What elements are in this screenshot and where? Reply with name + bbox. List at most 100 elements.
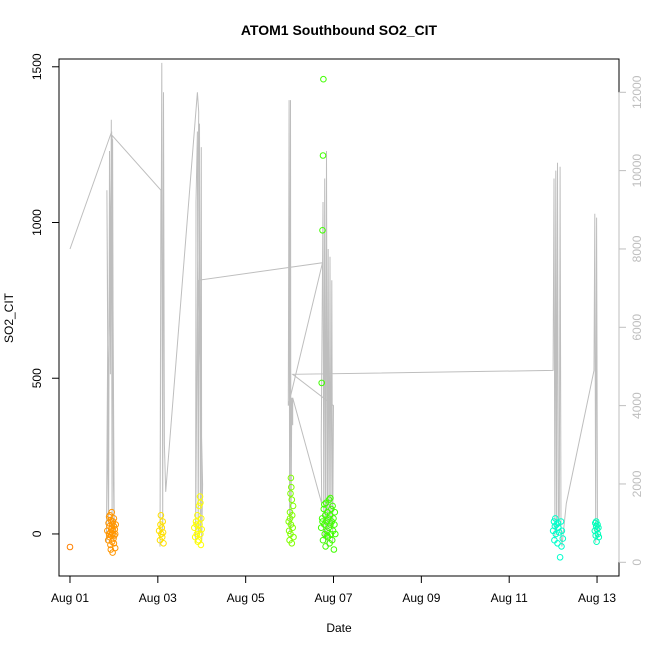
scatter-point <box>330 546 338 553</box>
scatter-point <box>197 530 204 538</box>
scatter-point <box>160 540 167 547</box>
scatter-point <box>594 530 602 538</box>
y2-tick-label: 2000 <box>630 470 644 497</box>
y2-tick-label: 12000 <box>630 75 644 109</box>
scatter-point <box>330 515 337 522</box>
scatter-point <box>287 490 294 497</box>
scatter-point <box>552 530 560 538</box>
scatter-point <box>112 521 119 528</box>
scatter-point <box>197 499 204 507</box>
scatter-point <box>111 544 119 552</box>
y-axis-right: 0 2000 4000 6000 8000 10000 12000 <box>618 75 644 566</box>
scatter-point <box>286 515 294 522</box>
chart-title: ATOM1 Southbound SO2_CIT <box>241 22 438 38</box>
scatter-point <box>331 508 339 516</box>
scatter-point <box>108 538 116 546</box>
y2-tick-label: 4000 <box>630 392 644 419</box>
scatter-point <box>324 532 331 539</box>
scatter-point <box>157 512 165 519</box>
scatter-point <box>194 538 202 546</box>
y2-tick-label: 0 <box>630 559 644 566</box>
x-axis: Aug 01 Aug 03 Aug 05 Aug 07 Aug 09 Aug 11 Aug … <box>51 576 616 605</box>
y-axis-left: 0 500 1000 1500 <box>30 53 59 537</box>
scatter-point <box>287 474 295 482</box>
scatter-point <box>592 518 600 525</box>
y-tick-label: 1000 <box>30 209 44 236</box>
scatter-point <box>321 501 328 508</box>
scatter-point <box>558 527 566 535</box>
scatter-point <box>158 530 165 538</box>
scatter-point <box>111 530 119 538</box>
y-axis-label: SO2_CIT <box>2 292 16 343</box>
scatter-point <box>327 521 334 528</box>
x-tick-label: Aug 03 <box>139 591 177 605</box>
scatter-point <box>594 521 601 528</box>
scatter-point <box>158 524 166 532</box>
scatter-point <box>159 518 166 525</box>
scatter-point <box>197 541 205 549</box>
scatter-point <box>593 526 601 533</box>
scatter-point <box>198 526 205 533</box>
x-tick-label: Aug 11 <box>491 591 528 605</box>
x-tick-label: Aug 09 <box>402 591 440 605</box>
scatter-point <box>331 521 338 528</box>
scatter-point <box>554 540 561 547</box>
x-tick-label: Aug 01 <box>51 591 89 605</box>
scatter-point <box>322 543 329 550</box>
scatter-point <box>554 519 562 527</box>
scatter-point <box>193 530 201 538</box>
scatter-point <box>319 152 327 159</box>
scatter-point <box>317 524 325 532</box>
scatter-point <box>595 524 602 532</box>
scatter-point <box>108 521 116 528</box>
x-tick-label: Aug 07 <box>314 591 352 605</box>
scatter-points-layer <box>66 75 603 561</box>
scatter-point <box>319 518 326 525</box>
scatter-point <box>329 502 336 510</box>
scatter-point <box>319 227 326 234</box>
scatter-point <box>193 521 200 528</box>
plot-frame <box>58 58 620 577</box>
y2-tick-label: 8000 <box>630 235 644 262</box>
y2-tick-label: 6000 <box>630 314 644 341</box>
y2-tick-label: 10000 <box>630 154 644 188</box>
scatter-point <box>318 379 326 387</box>
scatter-point <box>320 75 327 83</box>
scatter-point <box>290 533 297 541</box>
scatter-point <box>110 522 118 530</box>
scatter-point <box>332 530 339 538</box>
scatter-point <box>66 543 74 551</box>
scatter-point <box>559 535 567 542</box>
scatter-point <box>289 502 297 510</box>
scatter-point <box>158 533 166 541</box>
scatter-point <box>325 496 333 504</box>
y-tick-label: 0 <box>30 530 44 537</box>
scatter-point <box>319 536 327 544</box>
x-tick-label: Aug 13 <box>578 591 616 605</box>
scatter-point <box>198 515 205 522</box>
scatter-point <box>159 529 167 536</box>
scatter-point <box>107 546 115 553</box>
scatter-point <box>111 532 118 539</box>
scatter-point <box>111 526 119 533</box>
scatter-point <box>196 493 204 500</box>
scatter-point <box>288 483 295 491</box>
x-axis-label: Date <box>326 621 352 635</box>
x-tick-label: Aug 05 <box>227 591 265 605</box>
scatter-point <box>328 536 336 544</box>
scatter-point <box>110 540 118 547</box>
y-tick-label: 500 <box>30 368 44 388</box>
scatter-point <box>558 543 565 550</box>
scatter-point <box>557 518 565 525</box>
scatter-point <box>595 533 603 541</box>
scatter-point <box>289 524 297 532</box>
scatter-point <box>105 513 113 521</box>
scatter-point <box>107 541 114 549</box>
secondary-series-line <box>69 62 599 547</box>
scatter-point <box>288 540 296 547</box>
y-tick-label: 1500 <box>30 53 44 80</box>
scatter-point <box>195 502 203 510</box>
scatter-point <box>288 496 296 504</box>
scatter-point <box>327 494 334 502</box>
